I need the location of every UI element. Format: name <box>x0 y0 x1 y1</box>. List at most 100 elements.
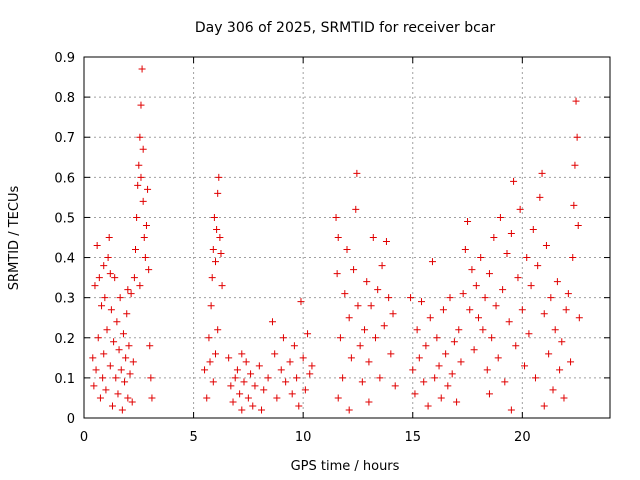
data-point <box>540 402 548 410</box>
data-point <box>129 358 137 366</box>
data-point <box>225 354 233 362</box>
data-point <box>229 398 237 406</box>
y-tick-label: 0.1 <box>54 372 75 387</box>
data-point <box>282 378 290 386</box>
data-point <box>420 378 428 386</box>
data-point <box>387 350 395 358</box>
data-point <box>551 326 559 334</box>
data-point <box>556 366 564 374</box>
data-point <box>365 398 373 406</box>
data-point <box>356 342 364 350</box>
data-point <box>453 398 461 406</box>
data-point <box>494 354 502 362</box>
data-point <box>558 338 566 346</box>
data-point <box>347 354 355 362</box>
data-point <box>251 382 259 390</box>
data-point <box>409 366 417 374</box>
data-point <box>553 278 561 286</box>
data-point <box>369 234 377 241</box>
data-point <box>448 370 456 378</box>
data-point <box>147 374 155 382</box>
data-point <box>365 358 373 366</box>
data-point <box>481 294 489 302</box>
y-axis-title: SRMTID / TECUs <box>7 186 22 291</box>
data-point <box>545 350 553 358</box>
data-point <box>345 406 353 414</box>
data-point <box>238 406 246 414</box>
data-point <box>134 181 142 189</box>
data-point <box>227 382 235 390</box>
data-point <box>293 374 301 382</box>
data-point <box>507 229 515 237</box>
data-point <box>201 366 209 374</box>
data-point <box>415 354 423 362</box>
data-point <box>446 294 454 302</box>
grid-lines <box>84 57 610 418</box>
x-tick-label: 15 <box>404 430 421 445</box>
data-point <box>353 169 361 177</box>
data-point <box>117 366 125 374</box>
data-point <box>343 246 351 254</box>
data-point <box>442 350 450 358</box>
data-point <box>560 394 568 402</box>
data-point <box>119 330 127 338</box>
data-point <box>435 362 443 370</box>
data-point <box>277 366 285 374</box>
data-point <box>104 254 112 262</box>
data-point <box>371 334 379 342</box>
data-point <box>233 366 241 374</box>
data-point <box>562 306 570 314</box>
data-point <box>215 173 223 181</box>
data-point <box>207 302 215 310</box>
data-point <box>146 342 154 350</box>
y-tick-label: 0.2 <box>54 332 75 347</box>
data-point <box>138 65 146 73</box>
data-point <box>238 350 246 358</box>
x-tick-label: 10 <box>295 430 312 445</box>
data-point <box>255 362 263 370</box>
data-point <box>208 274 216 282</box>
data-point <box>92 366 100 374</box>
data-point <box>376 374 384 382</box>
data-point <box>507 406 515 414</box>
data-point <box>123 310 131 318</box>
data-point <box>244 394 252 402</box>
data-point <box>470 346 478 354</box>
data-point <box>304 330 312 338</box>
data-point <box>133 213 141 221</box>
data-point <box>536 193 544 201</box>
data-point <box>439 306 447 314</box>
data-point <box>206 358 214 366</box>
data-point <box>389 310 397 318</box>
data-point <box>496 213 504 221</box>
data-point <box>125 342 133 350</box>
data-point <box>542 242 550 250</box>
data-point <box>505 318 513 326</box>
data-point <box>531 374 539 382</box>
data-point <box>475 314 482 322</box>
data-point <box>217 250 225 258</box>
x-tick-label: 5 <box>189 430 197 445</box>
data-point <box>567 358 575 366</box>
data-point <box>575 314 583 322</box>
data-point <box>136 282 144 290</box>
x-tick-label: 0 <box>80 430 88 445</box>
y-tick-label: 0 <box>67 412 75 427</box>
data-point <box>301 386 309 394</box>
data-point <box>214 326 222 334</box>
y-tick-label: 0.6 <box>54 171 75 186</box>
data-point <box>240 378 248 386</box>
data-point <box>128 398 136 406</box>
data-point <box>136 133 144 141</box>
data-point <box>490 234 498 241</box>
data-point <box>573 133 581 141</box>
data-point <box>457 358 465 366</box>
data-point <box>516 205 524 213</box>
data-point <box>139 145 147 153</box>
data-point <box>203 394 211 402</box>
data-point <box>210 213 218 221</box>
data-point <box>205 334 213 342</box>
data-point <box>242 358 250 366</box>
data-point <box>574 221 582 229</box>
